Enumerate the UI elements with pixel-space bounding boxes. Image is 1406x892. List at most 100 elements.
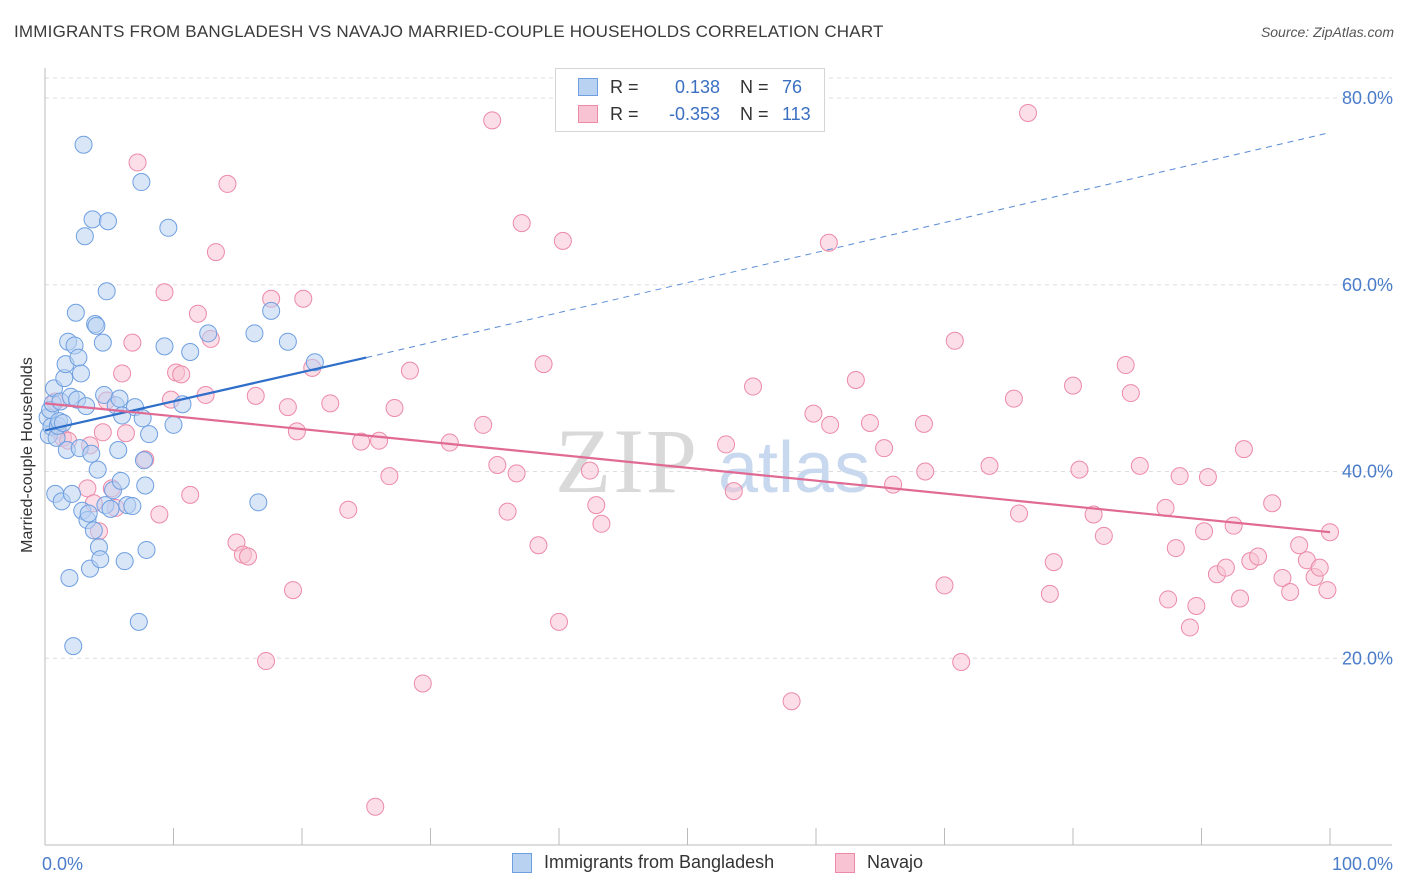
bangladesh-point: [199, 324, 218, 343]
bangladesh-point: [249, 493, 268, 512]
legend-n-label: N =: [740, 103, 769, 124]
navajo-point: [1084, 505, 1103, 524]
navajo-point: [744, 377, 763, 396]
navajo-point: [945, 331, 964, 350]
legend-item-bangladesh: Immigrants from Bangladesh: [512, 852, 774, 873]
navajo-point: [1195, 522, 1214, 541]
navajo-point: [498, 502, 517, 521]
legend-swatch-blue: [578, 78, 598, 96]
y-tick-label: 60.0%: [1342, 275, 1393, 295]
legend-r-value: -0.353: [668, 103, 720, 124]
navajo-point: [1198, 468, 1217, 487]
navajo-point: [1249, 547, 1268, 566]
navajo-point: [155, 283, 174, 302]
bangladesh-point: [84, 521, 103, 540]
navajo-point: [150, 505, 169, 524]
series-legend: Immigrants from Bangladesh Navajo: [0, 852, 1406, 878]
bangladesh-point: [123, 497, 142, 516]
navajo-point: [550, 612, 568, 631]
navajo-trend-line: [44, 402, 1331, 534]
navajo-point: [287, 422, 306, 441]
navajo-point: [980, 456, 999, 475]
bangladesh-point: [134, 451, 153, 470]
bangladesh-point: [305, 353, 324, 372]
navajo-point: [257, 652, 276, 671]
y-tick-label: 40.0%: [1342, 462, 1393, 482]
navajo-point: [1166, 539, 1185, 558]
bangladesh-point: [91, 550, 110, 569]
bangladesh-point: [129, 612, 148, 631]
bangladesh-point: [181, 342, 200, 361]
navajo-point: [1318, 581, 1337, 600]
navajo-point: [366, 797, 385, 816]
navajo-point: [1094, 526, 1113, 545]
legend-n-value: 113: [782, 103, 811, 124]
x-tick-label: 0.0%: [42, 854, 83, 874]
navajo-point: [1019, 103, 1038, 122]
bangladesh-point: [75, 227, 94, 246]
navajo-point: [1187, 596, 1206, 615]
navajo-point: [483, 111, 502, 130]
navajo-point: [580, 461, 599, 480]
navajo-point: [1234, 440, 1253, 459]
navajo-point: [804, 404, 823, 423]
navajo-point: [553, 231, 572, 250]
navajo-point: [172, 365, 191, 384]
navajo-point: [1180, 618, 1199, 637]
tick-labels: 20.0% 40.0% 60.0% 80.0% 0.0% 100.0%: [42, 88, 1393, 874]
navajo-point: [724, 482, 743, 501]
watermark-atlas: atlas: [718, 428, 870, 508]
navajo-point: [188, 304, 207, 323]
navajo-point: [1040, 584, 1059, 603]
navajo-point: [246, 386, 265, 405]
bangladesh-point: [79, 504, 98, 523]
navajo-point: [1290, 536, 1309, 555]
navajo-point: [1159, 590, 1178, 609]
navajo-point: [846, 371, 865, 389]
bangladesh-point: [262, 301, 281, 320]
navajo-point: [278, 398, 297, 417]
legend-r-label: R =: [610, 103, 639, 124]
navajo-point: [181, 485, 200, 504]
bangladesh-point: [110, 389, 129, 408]
bangladesh-point: [60, 568, 79, 587]
navajo-point: [1216, 558, 1235, 577]
legend-swatch-pink: [835, 852, 855, 873]
navajo-point: [819, 233, 838, 252]
bangladesh-point: [155, 337, 174, 356]
navajo-point: [284, 581, 303, 600]
bangladesh-point: [115, 552, 134, 571]
bangladesh-point: [136, 476, 155, 495]
navajo-point: [821, 415, 840, 434]
bangladesh-trend-line: [44, 356, 367, 432]
bangladesh-point: [111, 471, 130, 490]
navajo-point: [1004, 389, 1023, 408]
navajo-point: [875, 439, 894, 458]
navajo-point: [587, 496, 606, 515]
bangladesh-point: [64, 637, 83, 656]
bangladesh-point: [93, 333, 112, 352]
navajo-point: [474, 415, 493, 434]
bangladesh-point: [83, 210, 102, 229]
bangladesh-point: [137, 540, 156, 559]
bangladesh-point: [53, 413, 72, 432]
navajo-point: [1281, 582, 1300, 601]
axes: [44, 68, 1392, 846]
navajo-point: [1156, 498, 1175, 517]
navajo-point: [529, 536, 548, 555]
navajo-point: [860, 413, 879, 432]
navajo-point: [380, 467, 399, 486]
bangladesh-point: [74, 135, 93, 154]
navajo-point: [413, 674, 432, 693]
navajo-point: [1224, 516, 1243, 535]
navajo-point: [534, 355, 553, 374]
legend-row-navajo: R = -0.353 N = 113: [578, 102, 811, 126]
navajo-point: [1263, 494, 1282, 513]
navajo-point: [116, 424, 135, 443]
navajo-point: [507, 464, 526, 483]
navajo-point: [914, 414, 933, 433]
navajo-point: [206, 243, 225, 262]
bangladesh-point: [66, 303, 85, 322]
navajo-point: [1273, 568, 1292, 587]
legend-swatch-blue: [512, 852, 532, 873]
